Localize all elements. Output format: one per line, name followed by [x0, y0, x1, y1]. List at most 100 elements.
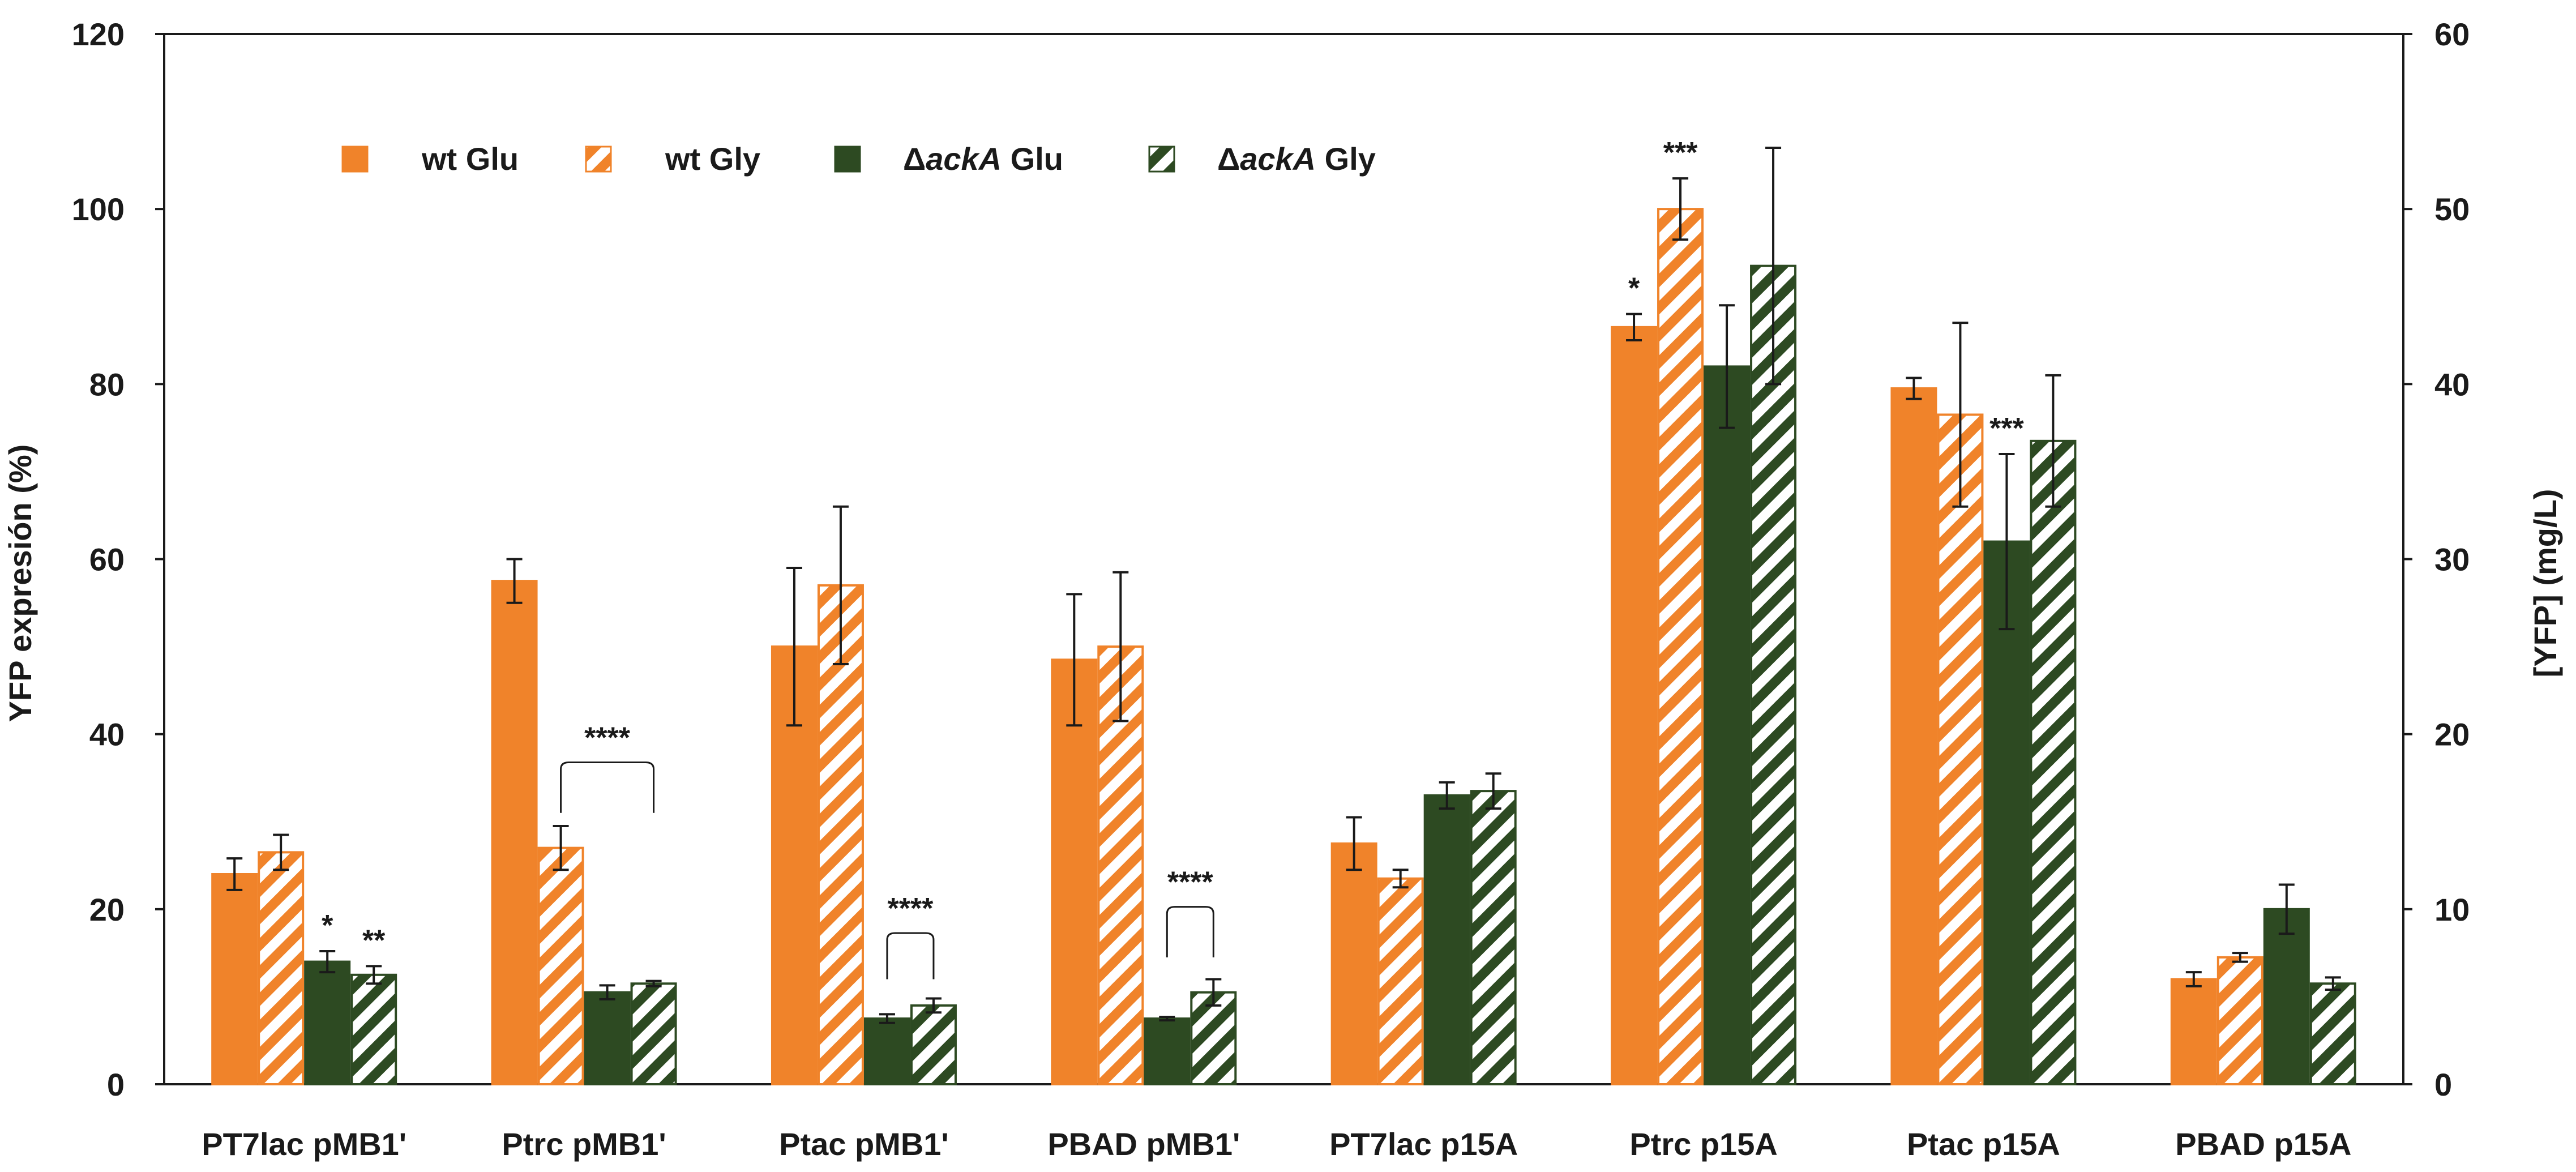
y-tick-label-right: 10 — [2434, 892, 2470, 927]
error-bar-wt-gly — [273, 833, 289, 871]
y-tick-label-left: 100 — [72, 191, 125, 227]
y-tick-label-right: 40 — [2434, 366, 2470, 402]
significance-bracket: **** — [1166, 866, 1214, 957]
y-tick-label-left: 120 — [72, 16, 125, 52]
legend-item-wt-glu: wt Glu — [341, 141, 519, 177]
significance-star: ** — [362, 924, 386, 957]
bar-wt-gly — [1657, 208, 1704, 1086]
error-bar-wt-glu — [1906, 377, 1922, 400]
error-bar-wt-glu — [786, 566, 802, 727]
error-bar-wt-gly — [832, 505, 849, 665]
bar-wt-glu — [491, 580, 538, 1086]
y-axis-right: 0 10 20 30 40 50 60 — [2403, 16, 2470, 1102]
x-category-label: PBAD p15A — [2175, 1126, 2351, 1162]
bar-wt-gly — [817, 584, 864, 1085]
bar-acka-glu — [2263, 908, 2310, 1086]
bar-wt-gly — [258, 851, 305, 1085]
y-tick-label-right: 50 — [2434, 191, 2470, 227]
legend-swatch — [341, 146, 369, 173]
bar-acka-glu — [863, 1017, 910, 1085]
legend-label: wt Glu — [421, 141, 519, 177]
bar-acka-glu — [584, 991, 631, 1085]
legend-label: ΔackA Glu — [903, 141, 1063, 177]
error-bar-wt-gly — [1672, 177, 1689, 241]
significance-star: * — [1628, 272, 1640, 305]
bar-wt-gly — [1377, 877, 1424, 1085]
bar-wt-glu — [1051, 658, 1098, 1086]
significance-star: *** — [1663, 136, 1698, 169]
error-bar-wt-glu — [1066, 593, 1082, 727]
y-tick-label-right: 0 — [2434, 1067, 2452, 1102]
error-bar-wt-gly — [1392, 869, 1409, 889]
y-axis-left: 0 20 40 60 80 100 120 — [72, 16, 164, 1102]
legend: wt Glu wt Gly ΔackA Glu ΔackA Gly — [341, 141, 1376, 177]
bar-wt-gly — [2216, 956, 2263, 1085]
y-tick-label-right: 30 — [2434, 542, 2470, 578]
bar-acka-gly — [2030, 439, 2077, 1085]
error-bar-wt-gly — [1952, 322, 1969, 508]
x-category-label: PT7lac p15A — [1329, 1126, 1518, 1162]
error-bar-acka-glu — [1719, 304, 1735, 429]
error-bar-acka-glu — [1159, 1015, 1175, 1022]
bar-acka-gly — [1750, 264, 1797, 1085]
significance-star: *** — [1989, 412, 2024, 445]
bar-acka-glu — [1144, 1017, 1191, 1085]
x-category-label: PBAD pMB1' — [1047, 1126, 1240, 1162]
error-bar-wt-glu — [226, 857, 243, 891]
bar-acka-gly — [1470, 790, 1517, 1086]
legend-label: ΔackA Gly — [1217, 141, 1376, 177]
x-category-label: Ptrc p15A — [1629, 1126, 1777, 1162]
bar-acka-glu — [1423, 794, 1470, 1085]
legend-item-acka-glu: ΔackA Glu — [834, 141, 1063, 177]
error-bar-acka-gly — [925, 997, 942, 1014]
y-tick-label-left: 40 — [89, 717, 125, 752]
bar-acka-gly — [2309, 982, 2356, 1085]
error-bar-acka-glu — [319, 950, 336, 974]
x-category-label: Ptac p15A — [1907, 1126, 2060, 1162]
bar-acka-gly — [630, 982, 677, 1085]
significance-star: * — [322, 909, 333, 942]
error-bar-acka-gly — [2325, 976, 2341, 991]
error-bar-acka-gly — [1485, 772, 1501, 810]
y-tick-label-right: 60 — [2434, 16, 2470, 52]
bar-wt-glu — [1330, 842, 1377, 1086]
x-category-label: PT7lac pMB1' — [202, 1126, 406, 1162]
y-tick-label-left: 80 — [89, 366, 125, 402]
bar-wt-glu — [1611, 326, 1658, 1086]
y-axis-title-left: YFP expresión (%) — [2, 444, 38, 722]
error-bar-wt-glu — [1346, 816, 1362, 871]
error-bar-acka-glu — [1439, 781, 1455, 810]
bar-wt-gly — [1937, 413, 1984, 1085]
bar-acka-gly — [910, 1004, 957, 1085]
legend-label: wt Gly — [665, 141, 760, 177]
x-category-label: Ptac pMB1' — [779, 1126, 949, 1162]
error-bar-acka-gly — [1205, 978, 1222, 1007]
significance-star: **** — [887, 892, 934, 925]
legend-swatch — [1148, 146, 1175, 173]
error-bar-acka-gly — [366, 965, 382, 985]
error-bar-acka-glu — [599, 984, 615, 1001]
bar-acka-glu — [1704, 365, 1751, 1086]
error-bar-wt-glu — [1626, 313, 1642, 342]
error-bar-acka-glu — [879, 1013, 895, 1024]
bars-layer — [211, 208, 2356, 1086]
error-bar-wt-gly — [2232, 952, 2248, 963]
bar-acka-gly — [350, 973, 397, 1086]
error-bar-wt-gly — [553, 824, 569, 871]
bar-wt-glu — [211, 873, 258, 1085]
bar-wt-glu — [2170, 978, 2217, 1085]
significance-bracket: **** — [886, 892, 935, 979]
y-tick-label-left: 60 — [89, 542, 125, 578]
error-bar-acka-gly — [2045, 374, 2061, 508]
error-bar-acka-gly — [645, 979, 662, 987]
significance-annotations: * ********************* — [322, 136, 2025, 979]
legend-item-wt-gly: wt Gly — [585, 141, 760, 177]
bar-acka-glu — [304, 960, 351, 1086]
legend-item-acka-gly: ΔackA Gly — [1148, 141, 1376, 177]
error-bar-acka-gly — [1765, 146, 1782, 386]
y-axis-title-right: [YFP] (mg/L) — [2527, 489, 2563, 678]
legend-swatch — [585, 146, 612, 173]
x-axis-categories: PT7lac pMB1' Ptrc pMB1' Ptac pMB1' PBAD pMB… — [202, 1126, 2351, 1162]
